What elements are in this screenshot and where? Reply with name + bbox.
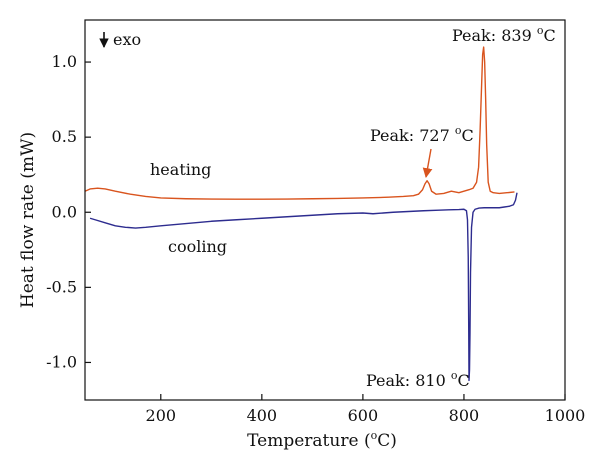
x-tick-label-400: 400 [247, 406, 278, 425]
y-tick-label--0_5: -0.5 [46, 277, 77, 296]
peak-839-label: Peak: 839 oC [452, 24, 556, 45]
x-axis-title: Temperature (oC) [247, 429, 397, 451]
y-tick-label-1: 1.0 [52, 52, 77, 71]
x-tick-label-200: 200 [146, 406, 177, 425]
exo-label: exo [113, 30, 141, 49]
series-line-cooling [89, 192, 518, 382]
y-tick-label-0_5: 0.5 [52, 127, 77, 146]
peak-727-arrow [422, 148, 433, 178]
y-axis-title: Heat flow rate (mW) [18, 132, 38, 308]
plot-frame [84, 19, 566, 401]
series-line-heating [84, 46, 515, 200]
heating-label: heating [150, 160, 211, 179]
y-tick-label-0: 0.0 [52, 202, 77, 221]
ticks-layer: 200 400 600 800 1000 1.0 0.5 0.0 -0.5 -1.0 [46, 52, 585, 425]
x-tick-label-1000: 1000 [545, 406, 586, 425]
series-layer [84, 46, 518, 382]
y-tick-label--1: -1.0 [46, 352, 77, 371]
cooling-label: cooling [168, 237, 227, 256]
peak-810-label: Peak: 810 oC [366, 369, 470, 390]
x-tick-label-600: 600 [348, 406, 379, 425]
peak-727-label: Peak: 727 oC [370, 124, 474, 145]
x-tick-label-800: 800 [449, 406, 480, 425]
